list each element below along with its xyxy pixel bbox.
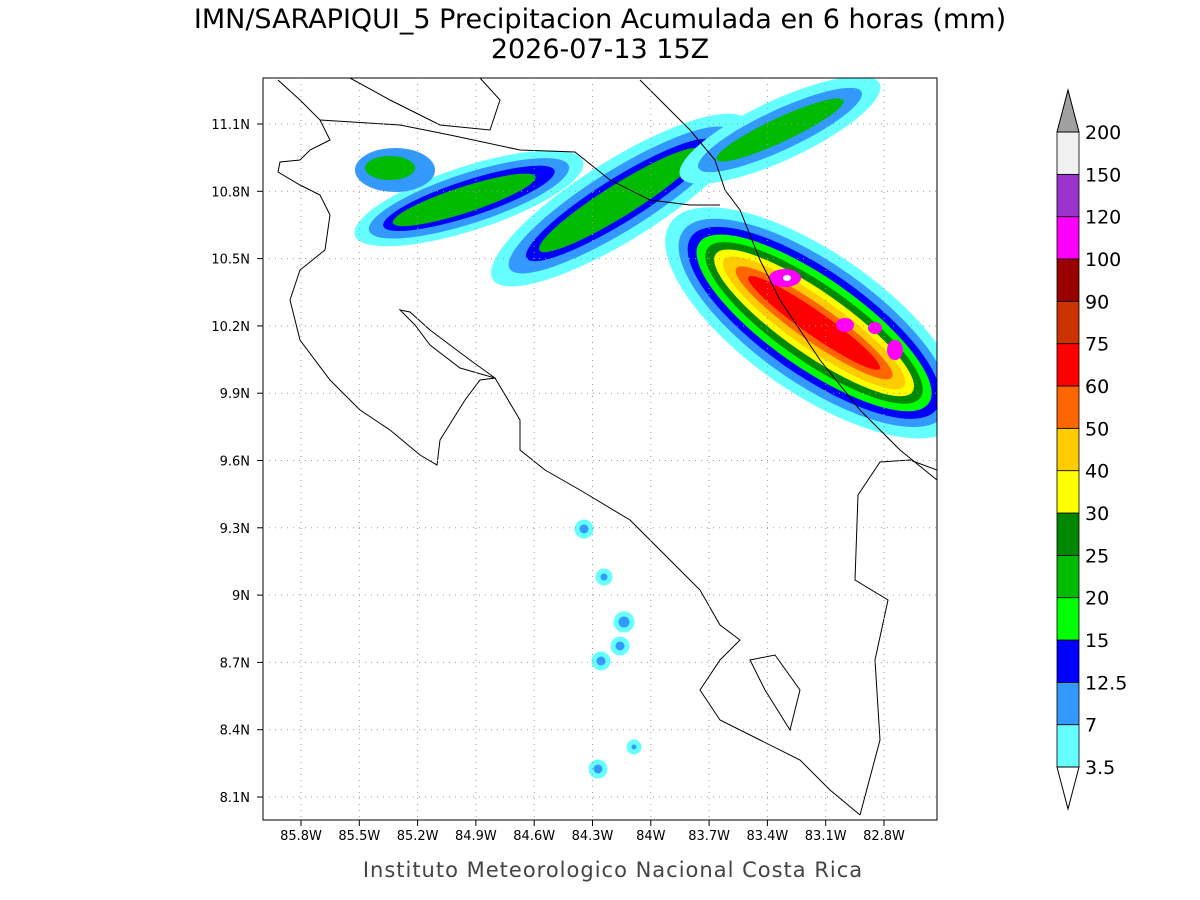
lat-label: 8.1N [220, 791, 250, 806]
lat-label: 8.7N [220, 656, 250, 671]
colorbar-label: 40 [1085, 461, 1109, 483]
colorbar-band [1056, 427, 1080, 472]
colorbar-label: 50 [1085, 418, 1109, 440]
colorbar-label: 7 [1085, 715, 1097, 737]
lon-label: 84.6W [513, 829, 555, 844]
colorbar-band [1056, 681, 1080, 726]
colorbar-band [1056, 597, 1080, 641]
colorbar-band [1056, 131, 1080, 175]
colorbar-label: 90 [1085, 291, 1109, 313]
colorbar-label: 30 [1085, 503, 1109, 525]
colorbar-band [1056, 724, 1080, 768]
lat-label: 9.6N [220, 455, 250, 470]
lon-label: 85.5W [338, 829, 380, 844]
colorbar-band [1056, 300, 1080, 345]
lon-label: 85.8W [280, 829, 322, 844]
subtitle: 2026-07-13 15Z [491, 34, 709, 65]
colorbar-band [1056, 639, 1080, 683]
lon-label: 84.3W [572, 829, 614, 844]
colorbar-label: 120 [1085, 207, 1121, 229]
lon-label: 83.1W [805, 829, 847, 844]
colorbar-band [1056, 470, 1080, 514]
precipitation [354, 78, 937, 779]
lat-label: 9.9N [220, 387, 250, 402]
lat-label: 8.4N [220, 724, 250, 739]
colorbar-band [1056, 343, 1080, 387]
lat-label: 11.1N [211, 118, 250, 133]
lat-label: 10.2N [211, 320, 250, 335]
colorbar-label: 3.5 [1085, 757, 1115, 779]
colorbar-band [1056, 512, 1080, 556]
lon-label: 83.4W [746, 829, 788, 844]
colorbar-label: 15 [1085, 630, 1109, 652]
colorbar-label: 20 [1085, 588, 1109, 610]
lat-label: 9.3N [220, 522, 250, 537]
colorbar-band [1056, 173, 1080, 218]
colorbar-under [1056, 766, 1080, 811]
lon-label: 85.2W [397, 829, 439, 844]
colorbar-over [1056, 88, 1080, 133]
colorbar-label: 200 [1085, 122, 1121, 144]
footer-credit: Instituto Meteorologico Nacional Costa R… [363, 858, 863, 882]
colorbar-band [1056, 216, 1080, 260]
colorbar-band [1056, 385, 1080, 429]
colorbar-label: 25 [1085, 545, 1109, 567]
lon-label: 83.7W [688, 829, 730, 844]
colorbar-label: 150 [1085, 164, 1121, 186]
colorbar-band [1056, 554, 1080, 599]
title: IMN/SARAPIQUI_5 Precipitacion Acumulada … [194, 4, 1006, 35]
colorbar-label: 12.5 [1085, 672, 1127, 694]
lat-label: 10.8N [211, 185, 250, 200]
colorbar-label: 60 [1085, 376, 1109, 398]
lon-label: 84.9W [455, 829, 497, 844]
colorbar-label: 75 [1085, 334, 1109, 356]
lat-label: 10.5N [211, 253, 250, 268]
colorbar-label: 100 [1085, 249, 1121, 271]
colorbar-band [1056, 258, 1080, 302]
lon-label: 84W [636, 829, 666, 844]
lat-label: 9N [232, 589, 250, 604]
lon-label: 82.8W [863, 829, 905, 844]
map-frame [262, 77, 938, 821]
